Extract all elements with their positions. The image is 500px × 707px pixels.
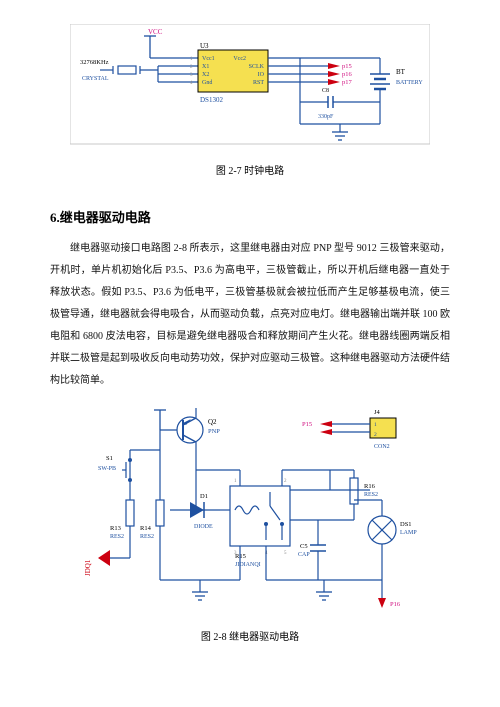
svg-text:RES2: RES2 — [140, 534, 154, 540]
svg-text:RES2: RES2 — [364, 492, 378, 498]
svg-text:IO: IO — [258, 72, 265, 78]
svg-text:X1: X1 — [202, 64, 209, 70]
svg-text:CAP: CAP — [298, 552, 310, 558]
svg-text:DIODE: DIODE — [194, 524, 213, 530]
relay-driver-diagram: Q2 PNP S1 SW-PB R13 RES2 R14 RES2 JDQ1 — [70, 400, 430, 620]
svg-text:Q2: Q2 — [208, 418, 217, 426]
svg-text:D1: D1 — [200, 493, 208, 500]
svg-text:S1: S1 — [106, 455, 113, 462]
section-heading: 6.继电器驱动电路 — [50, 207, 450, 226]
svg-text:SCLK: SCLK — [249, 64, 265, 70]
svg-text:R16: R16 — [364, 483, 376, 490]
svg-text:330pF: 330pF — [318, 114, 334, 120]
svg-text:p17: p17 — [342, 79, 353, 86]
svg-text:p15: p15 — [342, 63, 352, 70]
svg-text:BT: BT — [396, 68, 406, 76]
svg-text:DS1: DS1 — [400, 521, 412, 528]
svg-text:Vcc1: Vcc1 — [202, 56, 215, 62]
svg-text:Vcc2: Vcc2 — [233, 56, 246, 62]
svg-text:LAMP: LAMP — [400, 530, 417, 536]
svg-text:RES2: RES2 — [110, 534, 124, 540]
svg-text:R14: R14 — [140, 525, 152, 532]
svg-text:2: 2 — [284, 479, 287, 484]
svg-text:Gnd: Gnd — [202, 80, 212, 86]
svg-text:2: 2 — [374, 432, 377, 438]
svg-text:JIDIANQI: JIDIANQI — [235, 562, 261, 568]
svg-text:SW-PB: SW-PB — [98, 466, 116, 472]
figure2-caption: 图 2-8 继电器驱动电路 — [50, 628, 450, 643]
svg-text:CON2: CON2 — [374, 444, 390, 450]
svg-text:RST: RST — [253, 80, 264, 86]
chip-ref: DS1302 — [200, 96, 223, 104]
svg-text:P16: P16 — [390, 601, 401, 608]
svg-text:5: 5 — [284, 551, 287, 556]
vcc-label: VCC — [148, 28, 163, 36]
chip-label: U3 — [200, 42, 209, 50]
section-paragraph: 继电器驱动接口电路图 2-8 所表示，这里继电器由对应 PNP 型号 9012 … — [50, 238, 450, 392]
crystal-ref: CRYSTAL — [82, 76, 109, 82]
svg-text:1: 1 — [374, 422, 377, 428]
svg-text:1: 1 — [234, 479, 237, 484]
svg-text:J4: J4 — [374, 409, 381, 416]
clock-circuit-diagram: VCC 32768KHz CRYSTAL 1 2 3 4 U3 Vcc1 X1 … — [70, 24, 430, 154]
svg-text:p16: p16 — [342, 71, 353, 78]
svg-text:P15: P15 — [302, 421, 312, 428]
svg-text:X2: X2 — [202, 72, 209, 78]
svg-text:BATTERY: BATTERY — [396, 80, 423, 86]
svg-text:C8: C8 — [322, 88, 329, 94]
svg-text:JDQ1: JDQ1 — [84, 559, 92, 576]
crystal-label: 32768KHz — [80, 59, 109, 66]
figure1-caption: 图 2-7 时钟电路 — [50, 162, 450, 177]
svg-text:PNP: PNP — [208, 428, 220, 435]
svg-text:C5: C5 — [300, 543, 308, 550]
svg-text:R13: R13 — [110, 525, 121, 532]
